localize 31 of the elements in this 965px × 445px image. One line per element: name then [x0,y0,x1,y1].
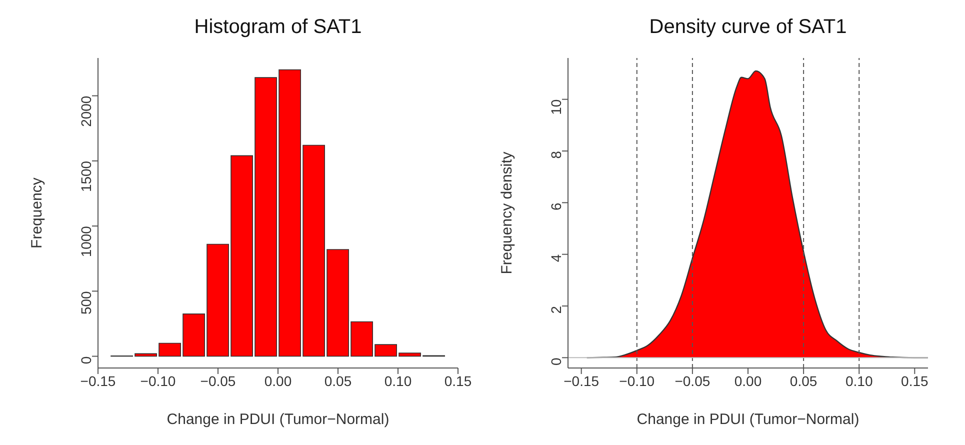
y-tick-label: 4 [548,254,564,262]
y-axis-title: Frequency density [498,151,516,274]
x-tick-label: 0.10 [384,372,412,389]
x-tick-label: 0.10 [845,372,873,389]
x-tick-label: −0.05 [674,372,710,389]
x-tick-label: −0.05 [200,372,236,389]
y-tick-label: 500 [78,290,94,315]
x-tick-label: 0.05 [790,372,818,389]
x-tick-label: 0.15 [901,372,929,389]
y-tick-label: 8 [548,150,564,159]
y-tick-label: 2 [548,306,564,314]
x-tick-label: 0.00 [734,372,762,389]
x-tick-label: 0.00 [264,372,292,389]
x-tick-label: 0.15 [444,372,472,389]
y-tick-label: 1000 [78,226,94,258]
x-tick-label: −0.10 [140,372,176,389]
x-axis-title: Change in PDUI (Tumor−Normal) [166,411,390,428]
x-tick-label: −0.15 [80,372,116,389]
x-tick-label: 0.05 [324,372,352,389]
y-tick-label: 10 [548,99,564,115]
y-tick-label: 2000 [78,96,94,127]
x-tick-label: −0.10 [619,372,655,389]
chart-title: Density curve of SAT1 [648,16,848,39]
y-tick-label: 0 [78,356,94,364]
y-tick-label: 1500 [78,160,94,192]
x-tick-label: −0.15 [564,372,600,389]
y-tick-label: 6 [548,202,564,210]
y-axis-title: Frequency [28,177,46,248]
x-axis-title: Change in PDUI (Tumor−Normal) [636,411,860,428]
chart-title: Histogram of SAT1 [193,16,363,39]
y-tick-label: 0 [548,357,564,366]
